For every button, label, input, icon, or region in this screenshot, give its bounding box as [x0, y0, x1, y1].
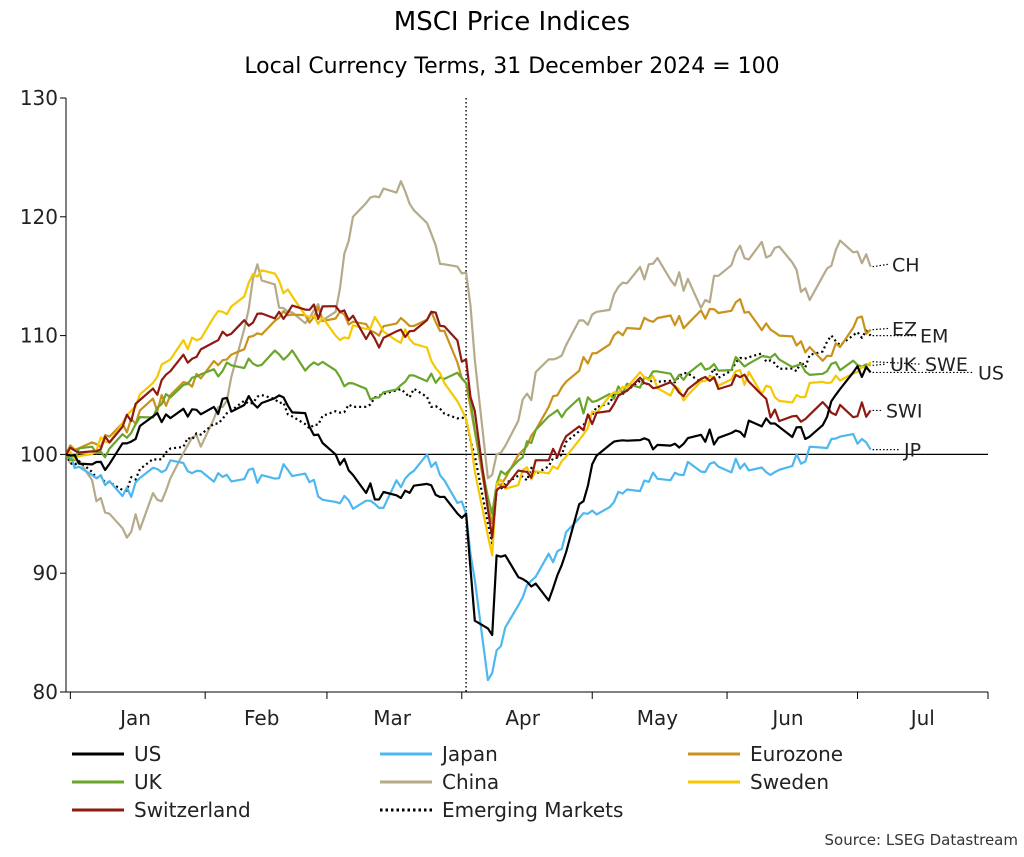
- series-line-switzerland: [65, 303, 872, 539]
- legend-label-eurozone: Eurozone: [750, 742, 843, 766]
- y-tick-label: 100: [20, 442, 58, 466]
- legend-label-china: China: [442, 770, 499, 794]
- series-line-us: [65, 365, 872, 637]
- x-tick-label-mar: Mar: [373, 706, 412, 730]
- plot-area: 80 90 100 110 120 130 Jan Feb Mar Apr May Jun Jul US J…: [20, 86, 1004, 730]
- series-line-eurozone: [65, 298, 872, 525]
- end-label-em: EM: [920, 326, 948, 348]
- end-label-ch: CH: [892, 254, 920, 276]
- y-tick-label: 120: [20, 205, 58, 229]
- end-label-leader-swe: [872, 361, 922, 365]
- legend-label-us: US: [134, 742, 161, 766]
- end-label-jp: JP: [903, 440, 921, 462]
- x-tick-label-jun: Jun: [770, 706, 803, 730]
- end-label-swe: SWE: [925, 354, 968, 376]
- chart-title: MSCI Price Indices: [394, 7, 630, 37]
- x-tick-label-jan: Jan: [118, 706, 151, 730]
- end-label-swi: SWI: [886, 400, 922, 422]
- legend: US Japan Eurozone UK China Sweden Switzerland E…: [72, 742, 843, 822]
- end-label-us: US: [978, 362, 1004, 384]
- legend-label-japan: Japan: [440, 742, 498, 766]
- x-tick-label-may: May: [637, 706, 679, 730]
- series-line-japan: [65, 433, 872, 682]
- legend-label-uk: UK: [134, 770, 163, 794]
- x-tick-label-apr: Apr: [505, 706, 540, 730]
- end-label-leader-ez: [872, 327, 889, 331]
- series-line-uk: [65, 349, 871, 515]
- y-tick-label: 110: [20, 324, 58, 348]
- source-note: Source: LSEG Datastream: [825, 831, 1018, 849]
- end-label-leader-uk: [872, 363, 887, 366]
- chart-subtitle: Local Currency Terms, 31 December 2024 =…: [244, 54, 779, 79]
- y-tick-label: 130: [20, 86, 58, 110]
- x-tick-label-feb: Feb: [244, 706, 279, 730]
- x-tick-label-jul: Jul: [909, 706, 935, 730]
- legend-label-sweden: Sweden: [750, 770, 829, 794]
- end-label-ez: EZ: [892, 318, 917, 340]
- end-label-leader-ch: [872, 263, 889, 268]
- legend-label-emerging-markets: Emerging Markets: [442, 798, 623, 822]
- end-label-uk: UK: [890, 354, 917, 376]
- y-tick-label: 90: [33, 561, 58, 585]
- series-line-sweden: [65, 269, 872, 557]
- series-line-china: [65, 180, 872, 539]
- y-tick-label: 80: [33, 680, 58, 704]
- legend-label-switzerland: Switzerland: [134, 798, 251, 822]
